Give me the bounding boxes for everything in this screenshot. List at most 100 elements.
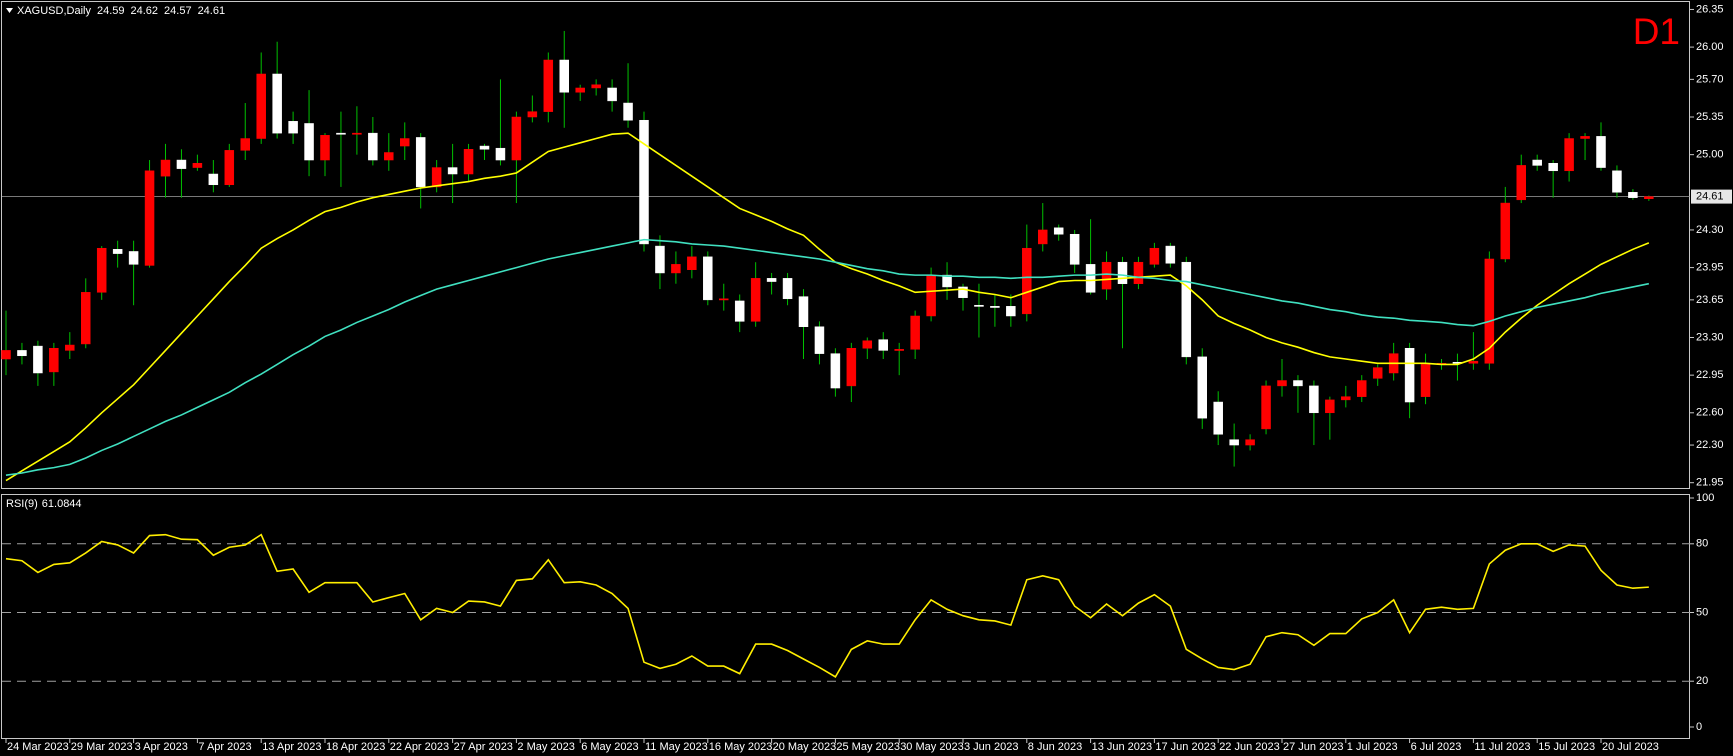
- candle-body-bear: [272, 73, 282, 134]
- candle-body-bear: [1229, 439, 1239, 446]
- x-tick-label: 22 Jun 2023: [1219, 741, 1280, 753]
- candle-body-bear: [639, 119, 649, 245]
- x-tick-label: 8 Jun 2023: [1028, 741, 1082, 753]
- candle-body-bear: [288, 121, 298, 134]
- rsi-panel-frame: [1, 494, 1690, 739]
- y-tick-label: 25.00: [1696, 149, 1724, 161]
- symbol-title: XAGUSD,Daily: [17, 5, 91, 17]
- candle-body-bull: [1341, 396, 1351, 401]
- y-tick-label: 25.35: [1696, 111, 1724, 123]
- candle-body-bear: [1596, 136, 1606, 168]
- candle-body-bear: [17, 350, 27, 357]
- x-tick-label: 15 Jul 2023: [1538, 741, 1595, 753]
- candle-body-bull: [1022, 247, 1032, 315]
- candle-body-bull: [1420, 364, 1431, 397]
- x-tick-label: 6 Jul 2023: [1411, 741, 1462, 753]
- candle-body-bear: [559, 59, 569, 93]
- candle-body-bear: [1293, 380, 1303, 387]
- candle-body-bull: [1133, 261, 1144, 284]
- candle-body-bull: [1, 350, 11, 360]
- candle-body-bear: [447, 167, 458, 175]
- candle-body-bull: [527, 111, 538, 118]
- x-tick-label: 7 Apr 2023: [198, 741, 251, 753]
- candle-body-bull: [463, 149, 474, 175]
- rsi-value: 61.0844: [42, 498, 82, 510]
- x-tick-label: 29 Mar 2023: [71, 741, 133, 753]
- candle-body-bull: [144, 170, 155, 266]
- candle-body-bear: [112, 249, 123, 254]
- candle-body-bull: [1580, 136, 1590, 139]
- candle-body-bear: [734, 300, 745, 322]
- candle-body-bull: [256, 73, 266, 139]
- candle-body-bear: [1006, 306, 1016, 317]
- header-open: 24.59: [97, 5, 125, 17]
- candle-body-bear: [1197, 356, 1207, 419]
- y-tick-label: 25.70: [1696, 73, 1724, 85]
- candle-body-bear: [607, 87, 617, 102]
- candle-body-bear: [766, 278, 777, 282]
- candle-body-bull: [862, 340, 873, 349]
- candle-body-bull: [1277, 380, 1287, 387]
- candle-body-bull: [1325, 399, 1335, 414]
- candle-body-bull: [224, 150, 235, 186]
- candle-body-bear: [495, 147, 506, 161]
- candle-body-bear: [208, 173, 219, 186]
- x-tick-label: 3 Jun 2023: [964, 741, 1018, 753]
- candle-body-bear: [1069, 233, 1080, 265]
- x-tick-label: 27 Jun 2023: [1283, 741, 1344, 753]
- candle-body-bull: [1564, 138, 1574, 172]
- candle-body-bear: [1085, 264, 1096, 293]
- rsi-title: RSI(9): [6, 498, 38, 510]
- y-tick-label: 23.65: [1696, 294, 1724, 306]
- candle-body-bear: [1612, 170, 1622, 193]
- y-tick-label: 26.35: [1696, 3, 1724, 15]
- candle-body-bear: [1165, 245, 1176, 264]
- rsi-header: RSI(9) 61.0844: [6, 498, 82, 510]
- candle-body-bull: [511, 116, 522, 161]
- candle-body-bull: [591, 84, 601, 89]
- candle-body-bull: [1516, 165, 1526, 201]
- candle-body-bull: [750, 278, 761, 322]
- candle-body-bull: [65, 344, 75, 351]
- x-tick-label: 18 Apr 2023: [326, 741, 385, 753]
- x-tick-label: 20 May 2023: [773, 741, 837, 753]
- candle-body-bull: [192, 163, 203, 168]
- candle-body-bull: [352, 132, 362, 135]
- candle-body-bull: [1261, 385, 1271, 430]
- x-tick-label: 3 Apr 2023: [135, 741, 188, 753]
- candle-body-bull: [687, 256, 697, 270]
- candle-body-bear: [176, 159, 187, 169]
- x-tick-label: 16 May 2023: [709, 741, 773, 753]
- header-close: 24.61: [198, 5, 226, 17]
- candle-body-bear: [623, 102, 633, 121]
- candle-body-bull: [96, 247, 107, 293]
- header-low: 24.57: [164, 5, 192, 17]
- candle-body-bull: [240, 138, 250, 151]
- x-tick-label: 13 Apr 2023: [262, 741, 321, 753]
- y-tick-label: 22.95: [1696, 369, 1724, 381]
- rsi-tick-label: 80: [1696, 538, 1708, 550]
- rsi-tick-label: 50: [1696, 606, 1708, 618]
- candle-body-bear: [1213, 401, 1223, 435]
- rsi-line: [5, 533, 1649, 678]
- rsi-tick-label: 100: [1696, 492, 1714, 504]
- chart-header: XAGUSD,Daily 24.59 24.62 24.57 24.61: [17, 5, 225, 17]
- menu-triangle: [6, 8, 13, 13]
- candle-body-bear: [336, 132, 346, 135]
- candle-body-bear: [990, 306, 1000, 308]
- candle-body-bull: [719, 298, 729, 301]
- candle-body-bull: [1644, 196, 1654, 200]
- timeframe-label: D1: [1633, 11, 1680, 52]
- candle-body-bull: [575, 87, 585, 93]
- candle-body-bear: [958, 286, 968, 298]
- candle-body-bull: [1468, 360, 1479, 364]
- candle-body-bear: [798, 296, 809, 327]
- candle-body-bear: [415, 137, 426, 188]
- candle-body-bear: [814, 326, 825, 354]
- moving-average-line: [5, 238, 1650, 476]
- candle-body-bull: [926, 274, 936, 317]
- candle-body-bull: [320, 135, 330, 161]
